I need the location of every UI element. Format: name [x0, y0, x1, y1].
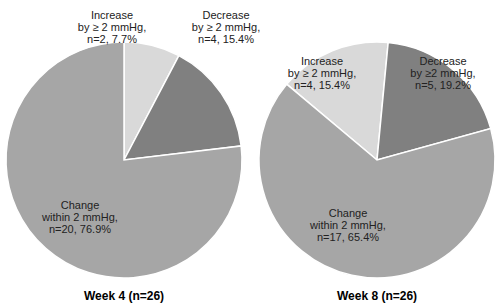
svg-text:Week 8 (n=26): Week 8 (n=26)	[337, 289, 417, 303]
svg-text:Week 4 (n=26): Week 4 (n=26)	[84, 289, 164, 303]
svg-text:Changewithin 2 mmHg,n=20, 76.9: Changewithin 2 mmHg,n=20, 76.9%	[41, 199, 118, 235]
svg-text:Changewithin 2 mmHg,n=17, 65.4: Changewithin 2 mmHg,n=17, 65.4%	[309, 207, 386, 243]
svg-text:Decreaseby ≥2 mmHg,n=5, 19.2%: Decreaseby ≥2 mmHg,n=5, 19.2%	[410, 55, 475, 91]
svg-text:Decreaseby ≥ 2 mmHg,n=4, 15.4%: Decreaseby ≥ 2 mmHg,n=4, 15.4%	[192, 9, 260, 45]
svg-text:Increaseby ≥ 2 mmHg,n=4, 15.4%: Increaseby ≥ 2 mmHg,n=4, 15.4%	[288, 55, 356, 91]
svg-text:Increaseby ≥ 2 mmHg,n=2, 7.7%: Increaseby ≥ 2 mmHg,n=2, 7.7%	[78, 9, 146, 45]
